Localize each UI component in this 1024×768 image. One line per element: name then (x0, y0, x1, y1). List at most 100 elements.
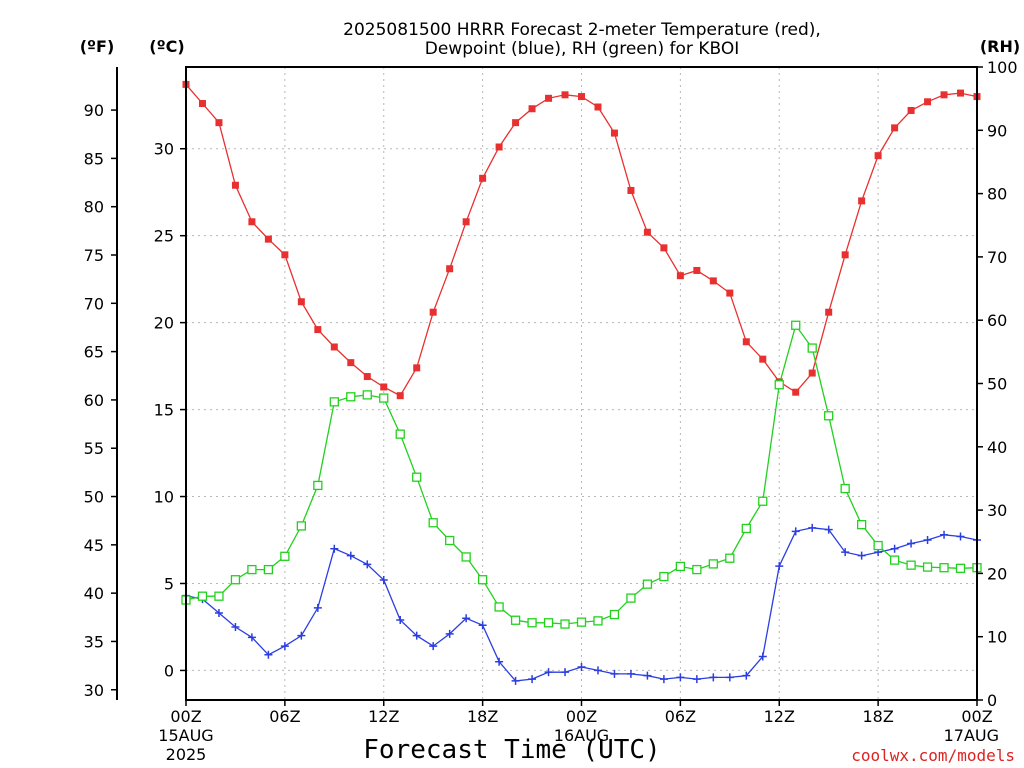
fahrenheit-tick-label: 75 (84, 246, 104, 265)
rh-tick-label: 60 (987, 311, 1007, 330)
dewpoint-point (676, 673, 685, 682)
dewpoint-point (857, 551, 866, 560)
temperature-series (182, 80, 981, 400)
rh-point (527, 618, 537, 628)
time-tick-label: 17AUG (944, 726, 999, 745)
temperature-point (858, 197, 866, 205)
rh-point (593, 616, 603, 626)
rh-point (428, 518, 438, 528)
rh-tick-label: 80 (987, 185, 1007, 204)
rh-point (840, 483, 850, 494)
rh-point (873, 540, 883, 551)
dewpoint-point (478, 621, 487, 630)
time-tick-label: 15AUG (158, 726, 213, 745)
rh-point (939, 563, 949, 573)
rh-tick-label: 10 (987, 628, 1007, 647)
temperature-point (561, 91, 569, 99)
temperature-point (940, 91, 948, 99)
celsius-unit-label: (ºC) (149, 37, 184, 56)
dewpoint-point (231, 622, 240, 631)
dewpoint-point (214, 609, 223, 618)
temperature-point (610, 129, 618, 137)
temperature-point (380, 383, 388, 391)
grid-lines (186, 67, 977, 700)
rh-point (395, 429, 405, 439)
time-tick-label: 00Z (170, 707, 201, 726)
fahrenheit-unit-label: (ºF) (80, 37, 115, 56)
series-layer (181, 80, 982, 685)
dewpoint-point (890, 544, 899, 553)
chart-title-line-2: Dewpoint (blue), RH (green) for KBOI (425, 39, 739, 59)
time-tick-label: 12Z (368, 707, 399, 726)
fahrenheit-tick-label: 55 (84, 439, 104, 458)
time-tick-label: 06Z (269, 707, 300, 726)
dewpoint-point (412, 631, 421, 640)
rh-point (461, 552, 471, 562)
dewpoint-point (923, 536, 932, 545)
dewpoint-point (758, 652, 767, 661)
rh-point (477, 575, 488, 585)
dewpoint-point (544, 668, 553, 677)
temperature-point (808, 369, 816, 377)
fahrenheit-tick-label: 30 (84, 681, 104, 700)
temperature-point (413, 364, 421, 372)
dewpoint-point (462, 614, 471, 623)
rh-point (412, 472, 422, 482)
rh-line (185, 323, 978, 625)
celsius-tick-label: 30 (154, 140, 174, 159)
rh-point (230, 575, 241, 585)
dewpoint-point (264, 650, 273, 659)
rh-point (791, 320, 801, 330)
temperature-point (627, 186, 635, 194)
temperature-point (545, 94, 553, 102)
time-tick-label: 18Z (467, 707, 498, 726)
rh-point (445, 535, 455, 546)
rh-tick-label: 30 (987, 501, 1007, 520)
rh-point (692, 564, 702, 575)
rh-point (576, 617, 587, 627)
time-tick-label: 00Z (566, 707, 597, 726)
rh-point (494, 602, 504, 612)
temperature-point (709, 277, 717, 285)
fahrenheit-tick-label: 35 (84, 632, 104, 651)
dewpoint-series (182, 523, 981, 685)
dewpoint-point (841, 548, 850, 557)
temperature-point (726, 289, 734, 297)
dewpoint-point (247, 633, 256, 642)
dewpoint-point (808, 523, 817, 532)
rh-unit-label: (RH) (980, 37, 1020, 56)
temperature-point (874, 152, 882, 160)
rh-point (774, 380, 784, 390)
temperature-point (759, 355, 767, 363)
rh-point (659, 571, 669, 582)
dewpoint-point (742, 671, 751, 680)
rh-point (214, 591, 224, 601)
time-tick-label: 00Z (961, 707, 992, 726)
temperature-point (825, 308, 833, 316)
celsius-tick-label: 0 (164, 661, 174, 680)
rh-tick-label: 20 (987, 564, 1007, 583)
temperature-point (693, 266, 701, 274)
dewpoint-point (511, 676, 520, 685)
temperature-point (792, 388, 800, 396)
temperature-point (594, 103, 602, 111)
rh-point (609, 609, 620, 620)
dewpoint-point (659, 675, 668, 684)
fahrenheit-tick-label: 60 (84, 391, 104, 410)
time-tick-label: 18Z (862, 707, 893, 726)
temperature-point (215, 119, 223, 127)
dewpoint-point (775, 562, 784, 571)
rh-tick-label: 0 (987, 691, 997, 710)
rh-point (263, 564, 274, 575)
temperature-point (462, 218, 470, 226)
dewpoint-point (330, 544, 339, 553)
rh-point (560, 619, 570, 629)
temperature-point (891, 124, 899, 132)
temperature-point (198, 100, 206, 108)
fahrenheit-tick-label: 45 (84, 536, 104, 555)
dewpoint-point (297, 631, 306, 640)
fahrenheit-tick-label: 85 (84, 149, 104, 168)
rh-point (296, 521, 307, 531)
x-axis-title: Forecast Time (UTC) (363, 735, 660, 765)
